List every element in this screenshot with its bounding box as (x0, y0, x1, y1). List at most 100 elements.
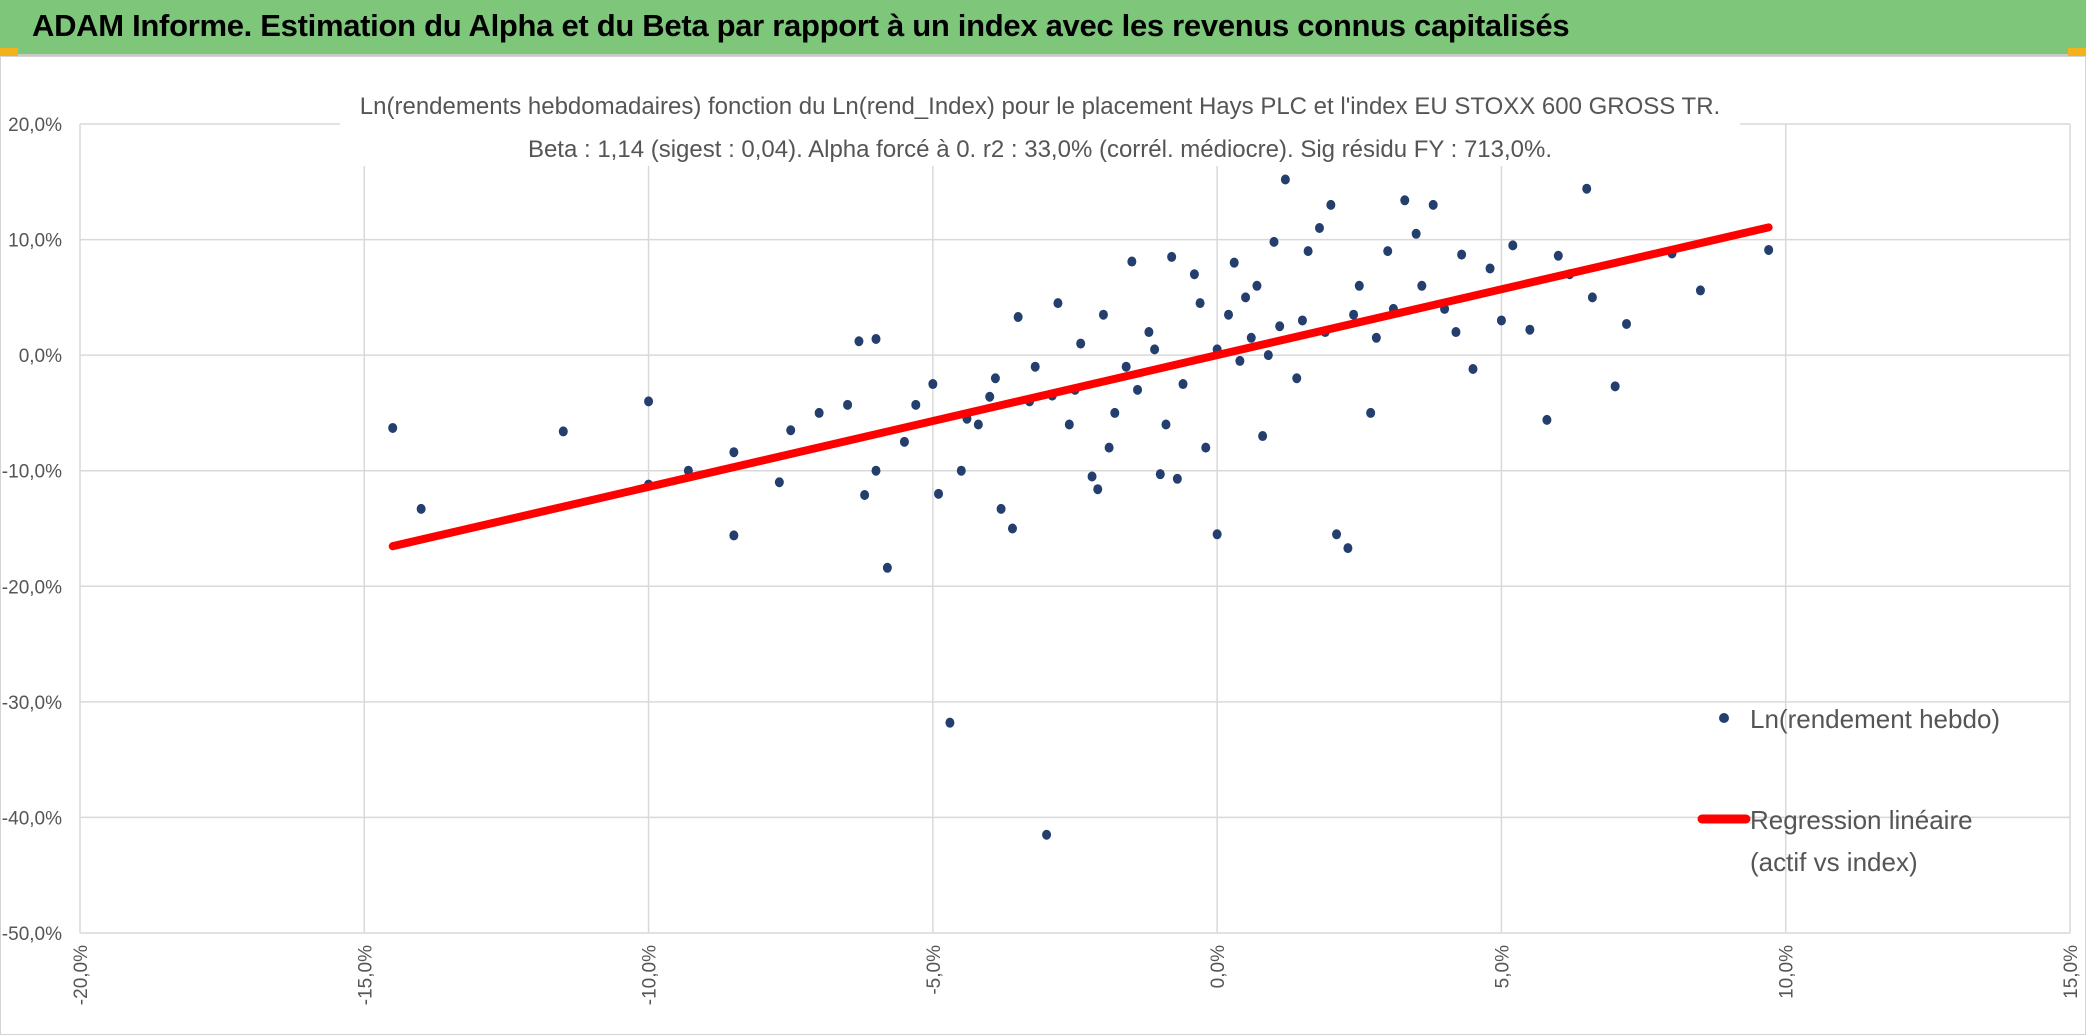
data-point (1428, 199, 1438, 210)
data-point (1275, 321, 1285, 332)
chart-title: Ln(rendements hebdomadaires) fonction du… (360, 93, 1720, 120)
data-point (1064, 419, 1074, 430)
report-title: ADAM Informe. Estimation du Alpha et du … (32, 8, 1570, 43)
data-point (1144, 327, 1154, 338)
data-point (1303, 246, 1313, 257)
data-point (899, 436, 909, 447)
data-point (1093, 484, 1103, 495)
data-point (1695, 285, 1705, 296)
data-point (1496, 315, 1506, 326)
data-point (843, 399, 853, 410)
data-point (1133, 384, 1143, 395)
x-tick-label: 10,0% (1777, 945, 1798, 999)
data-point (1053, 298, 1063, 309)
data-point (1229, 257, 1239, 268)
y-tick-label: 20,0% (8, 115, 62, 136)
data-point (990, 373, 1000, 384)
legend-marker-scatter (1719, 713, 1729, 723)
data-point (416, 503, 426, 514)
data-point (1030, 361, 1040, 372)
x-tick-label: -5,0% (924, 945, 945, 995)
data-point (388, 422, 398, 433)
x-tick-label: -10,0% (640, 945, 661, 1005)
data-point (1076, 338, 1086, 349)
data-points (388, 174, 1774, 840)
data-point (1468, 364, 1478, 375)
y-tick-label: -20,0% (2, 577, 62, 598)
data-point (1587, 292, 1597, 303)
x-tick-label: 15,0% (2061, 945, 2082, 999)
chart-subtitle: Beta : 1,14 (sigest : 0,04). Alpha forcé… (528, 136, 1552, 163)
data-point (1354, 280, 1364, 291)
regression-line (388, 223, 1773, 551)
chart-area (0, 56, 2086, 1035)
data-point (814, 407, 824, 418)
data-point (1332, 529, 1342, 540)
data-point (1150, 344, 1160, 355)
legend-label-regression-line2: (actif vs index) (1750, 847, 1918, 877)
data-point (1212, 529, 1222, 540)
data-point (973, 419, 983, 430)
data-point (774, 477, 784, 488)
corner-marker (0, 48, 18, 56)
data-point (1326, 199, 1336, 210)
data-point (1110, 407, 1120, 418)
data-point (1224, 309, 1234, 320)
data-point (1411, 228, 1421, 239)
y-tick-label: 10,0% (8, 231, 62, 252)
corner-marker (2068, 48, 2086, 56)
data-point (1013, 312, 1023, 323)
x-tick-label: -20,0% (71, 945, 92, 1005)
data-point (1400, 195, 1410, 206)
data-point (1553, 250, 1563, 261)
data-point (1167, 251, 1177, 262)
data-point (1457, 249, 1467, 260)
data-point (1297, 315, 1307, 326)
data-point (786, 425, 796, 436)
data-point (871, 333, 881, 344)
data-point (1189, 269, 1199, 280)
data-point (854, 336, 864, 347)
legend-label-scatter: Ln(rendement hebdo) (1750, 704, 2000, 734)
regression-line-group (388, 223, 1773, 551)
data-point (1371, 332, 1381, 343)
data-point (1542, 414, 1552, 425)
data-point (1042, 829, 1052, 840)
x-tick-label: -15,0% (355, 945, 376, 1005)
data-point (1161, 419, 1171, 430)
x-axis-tick-labels: -20,0% -15,0% -10,0% -5,0% 0,0% 5,0% 10,0% 15,0… (71, 945, 2082, 1005)
data-point (1366, 407, 1376, 418)
report-header: ADAM Informe. Estimation du Alpha et du … (0, 0, 2086, 56)
data-point (996, 503, 1006, 514)
data-point (1582, 183, 1592, 194)
data-point (934, 488, 944, 499)
data-point (1007, 523, 1017, 534)
legend-label-regression: Regression linéaire (1750, 805, 1973, 835)
data-point (1263, 350, 1273, 361)
y-axis-tick-labels: 20,0% 10,0% 0,0% -10,0% -20,0% -30,0% -40,0% -5… (2, 115, 62, 945)
data-point (644, 396, 654, 407)
data-point (928, 379, 938, 390)
data-point (1172, 473, 1182, 484)
data-point (1121, 361, 1131, 372)
data-point (1417, 280, 1427, 291)
data-point (945, 717, 955, 728)
data-point (1349, 309, 1359, 320)
data-point (985, 391, 995, 402)
data-point (1104, 442, 1114, 453)
data-point (1235, 355, 1245, 366)
data-point (558, 426, 568, 437)
data-point (1178, 379, 1188, 390)
data-point (1155, 469, 1165, 480)
data-point (882, 562, 892, 573)
y-tick-label: 0,0% (19, 346, 62, 367)
data-point (911, 399, 921, 410)
data-point (1764, 244, 1774, 255)
data-point (1252, 280, 1262, 291)
y-tick-label: -50,0% (2, 924, 62, 945)
data-point (1622, 318, 1632, 329)
data-point (729, 447, 739, 458)
data-point (1258, 431, 1268, 442)
data-point (729, 530, 739, 541)
